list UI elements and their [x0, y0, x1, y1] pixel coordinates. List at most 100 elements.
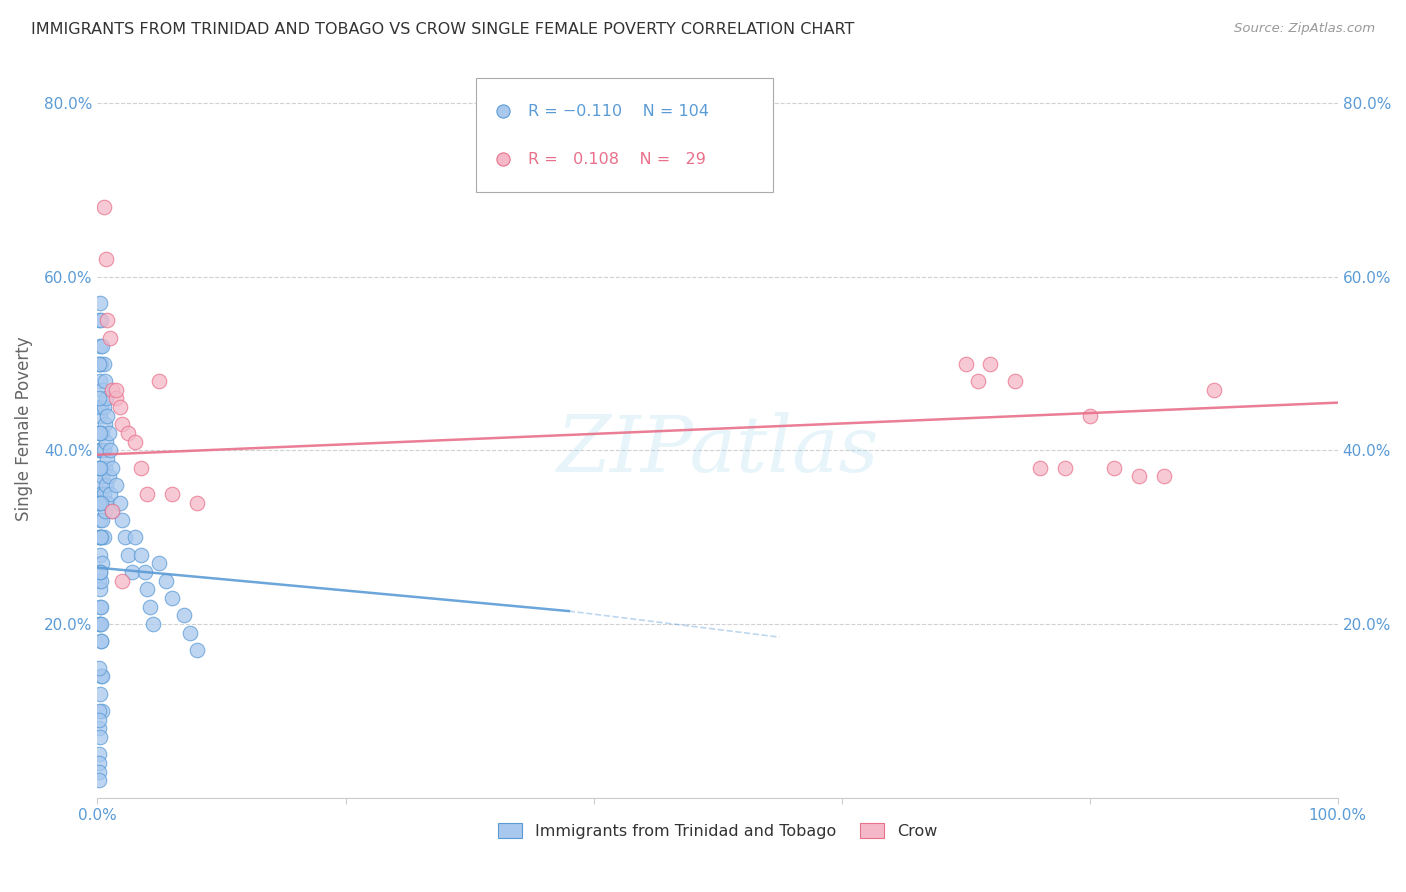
Point	[101, 383, 124, 397]
Point	[87, 495, 110, 509]
Point	[134, 565, 156, 579]
Point	[87, 660, 110, 674]
Point	[90, 634, 112, 648]
Point	[117, 425, 139, 440]
Point	[108, 495, 131, 509]
Point	[89, 530, 111, 544]
Point	[90, 530, 112, 544]
Point	[117, 548, 139, 562]
Point	[90, 357, 112, 371]
Point	[87, 313, 110, 327]
Point	[955, 357, 977, 371]
Point	[90, 574, 112, 588]
Point	[91, 704, 114, 718]
Point	[96, 452, 118, 467]
Point	[87, 460, 110, 475]
Point	[89, 374, 111, 388]
Point	[87, 357, 110, 371]
Point	[87, 721, 110, 735]
Point	[108, 400, 131, 414]
Point	[97, 425, 120, 440]
Point	[97, 469, 120, 483]
Point	[87, 460, 110, 475]
Point	[111, 417, 134, 432]
FancyBboxPatch shape	[475, 78, 773, 193]
Point	[94, 504, 117, 518]
Point	[160, 487, 183, 501]
Point	[93, 487, 115, 501]
Point	[94, 417, 117, 432]
Point	[90, 617, 112, 632]
Point	[93, 400, 115, 414]
Point	[89, 478, 111, 492]
Point	[148, 557, 170, 571]
Point	[89, 582, 111, 597]
Point	[492, 39, 515, 54]
Text: Source: ZipAtlas.com: Source: ZipAtlas.com	[1234, 22, 1375, 36]
Text: R =   0.108    N =   29: R = 0.108 N = 29	[527, 152, 706, 167]
Point	[89, 443, 111, 458]
Text: ZIPatlas: ZIPatlas	[557, 413, 879, 489]
Point	[173, 608, 195, 623]
Point	[1104, 460, 1126, 475]
Point	[111, 574, 134, 588]
Point	[93, 443, 115, 458]
Point	[87, 357, 110, 371]
Point	[1004, 374, 1026, 388]
Point	[87, 443, 110, 458]
Point	[87, 392, 110, 406]
Point	[96, 495, 118, 509]
Point	[87, 400, 110, 414]
Point	[89, 425, 111, 440]
Point	[89, 730, 111, 744]
Point	[138, 599, 160, 614]
Point	[129, 460, 152, 475]
Point	[87, 747, 110, 762]
Point	[136, 487, 159, 501]
Point	[114, 530, 136, 544]
Point	[91, 383, 114, 397]
Point	[89, 339, 111, 353]
Point	[1029, 460, 1052, 475]
Point	[142, 617, 165, 632]
Point	[90, 443, 112, 458]
Point	[90, 495, 112, 509]
Point	[105, 383, 128, 397]
Point	[967, 374, 990, 388]
Point	[979, 357, 1001, 371]
Point	[87, 773, 110, 788]
Point	[186, 495, 208, 509]
Point	[87, 704, 110, 718]
Point	[124, 530, 146, 544]
Point	[90, 599, 112, 614]
Point	[89, 460, 111, 475]
Point	[155, 574, 177, 588]
Point	[93, 357, 115, 371]
Point	[89, 687, 111, 701]
Point	[124, 434, 146, 449]
Point	[1078, 409, 1101, 423]
Point	[89, 530, 111, 544]
Point	[105, 478, 128, 492]
Point	[179, 625, 201, 640]
Point	[96, 252, 118, 267]
Point	[96, 392, 118, 406]
Point	[98, 487, 121, 501]
Point	[90, 313, 112, 327]
Point	[96, 313, 118, 327]
Point	[93, 200, 115, 214]
Point	[87, 764, 110, 779]
Point	[101, 460, 124, 475]
Point	[121, 565, 143, 579]
Point	[96, 409, 118, 423]
Point	[87, 617, 110, 632]
Point	[90, 487, 112, 501]
Point	[101, 504, 124, 518]
Point	[89, 409, 111, 423]
Point	[87, 425, 110, 440]
Point	[89, 548, 111, 562]
Point	[1202, 383, 1225, 397]
Point	[105, 392, 128, 406]
Point	[91, 425, 114, 440]
Point	[87, 530, 110, 544]
